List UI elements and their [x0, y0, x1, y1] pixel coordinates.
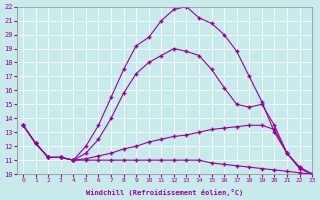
X-axis label: Windchill (Refroidissement éolien,°C): Windchill (Refroidissement éolien,°C) — [86, 189, 243, 196]
